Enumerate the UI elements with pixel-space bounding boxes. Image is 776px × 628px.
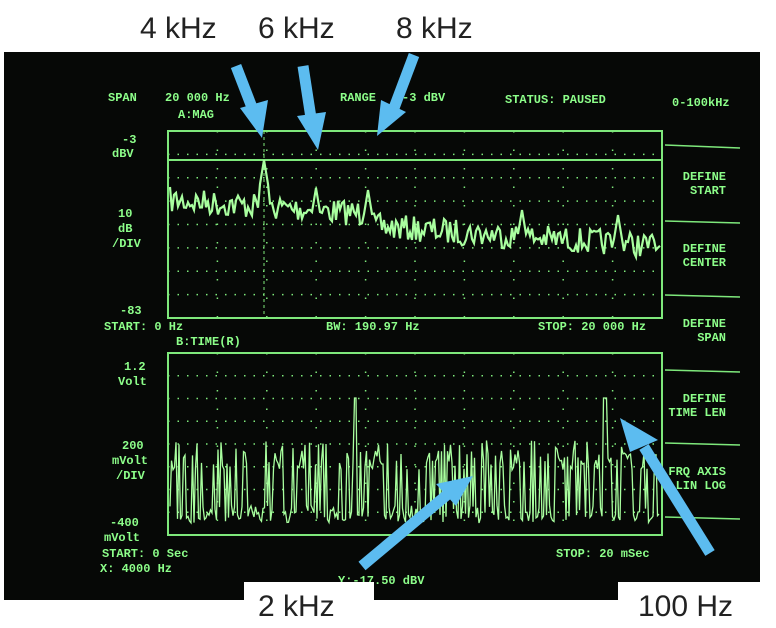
label: -83 — [120, 304, 142, 318]
label: /DIV — [116, 469, 146, 483]
label: RANGE — [340, 91, 376, 105]
label: 10 — [118, 207, 132, 221]
label: 1.2 — [124, 360, 146, 374]
softkey-label: DEFINE — [683, 242, 726, 256]
label: -3 dBV — [402, 91, 446, 105]
page: SPAN 20 000 Hz RANGE -3 dBV STATUS: PAUS… — [0, 0, 776, 628]
label: X: 4000 Hz — [100, 562, 172, 576]
annotation: 8 kHz — [396, 12, 473, 45]
label: B:TIME(R) — [176, 335, 241, 349]
softkey-label: FRQ AXIS — [668, 465, 726, 479]
softkey-label: SPAN — [697, 331, 726, 345]
label: dBV — [112, 147, 134, 161]
label: mVolt — [112, 454, 148, 468]
label: SPAN — [108, 91, 137, 105]
label: 20 000 Hz — [165, 91, 230, 105]
label: 0-100kHz — [672, 96, 730, 110]
screenshot: SPAN 20 000 Hz RANGE -3 dBV STATUS: PAUS… — [0, 0, 776, 628]
softkey-label: DEFINE — [683, 170, 726, 184]
annotation: 100 Hz — [638, 590, 733, 623]
label: BW: 190.97 Hz — [326, 320, 420, 334]
label: mVolt — [104, 531, 140, 545]
softkey-label: DEFINE — [683, 317, 726, 331]
softkey-label: START — [690, 184, 726, 198]
softkey-label: TIME LEN — [668, 406, 726, 420]
softkey-label: CENTER — [683, 256, 727, 270]
annotation: 4 kHz — [140, 12, 217, 45]
label: STOP: 20 000 Hz — [538, 320, 646, 334]
label: -400 — [110, 516, 139, 530]
annotation: 2 kHz — [258, 590, 335, 623]
label: A:MAG — [178, 108, 214, 122]
label: 200 — [122, 439, 144, 453]
softkey-label: DEFINE — [683, 392, 726, 406]
label: START: 0 Hz — [104, 320, 183, 334]
label: STATUS: PAUSED — [505, 93, 606, 107]
label: dB — [118, 222, 132, 236]
label: STOP: 20 mSec — [556, 547, 650, 561]
label: -3 — [122, 133, 136, 147]
annotation: 6 kHz — [258, 12, 335, 45]
label: /DIV — [112, 237, 142, 251]
softkey-label: LIN LOG — [676, 479, 726, 493]
label: Volt — [118, 375, 147, 389]
label: START: 0 Sec — [102, 547, 188, 561]
